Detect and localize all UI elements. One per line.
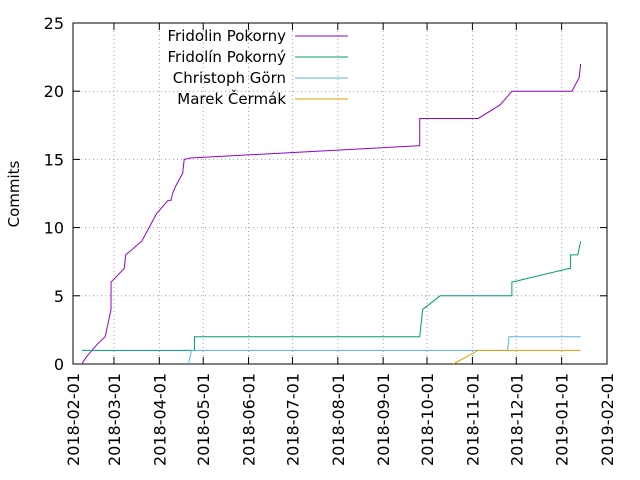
x-tick-label: 2018-05-01 bbox=[194, 373, 213, 466]
legend-label: Fridolín Pokorný bbox=[168, 48, 287, 66]
x-tick-label: 2019-02-01 bbox=[598, 373, 617, 466]
y-axis-title: Commits bbox=[5, 160, 23, 227]
legend-label: Fridolin Pokorny bbox=[168, 27, 287, 45]
x-tick-label: 2018-02-01 bbox=[64, 373, 83, 466]
legend: Fridolin Pokorny Fridolín Pokorný Christop… bbox=[168, 27, 348, 108]
grid-lines bbox=[73, 23, 607, 364]
plot-frame bbox=[72, 22, 608, 365]
y-tick-label: 0 bbox=[54, 355, 64, 374]
x-tick-label: 2018-07-01 bbox=[283, 373, 302, 466]
x-tick-label: 2018-09-01 bbox=[374, 373, 393, 466]
series-line-3 bbox=[453, 349, 581, 365]
series-line-1 bbox=[81, 241, 582, 351]
legend-label: Christoph Görn bbox=[173, 69, 286, 87]
x-tick-label: 2019-01-01 bbox=[553, 373, 572, 466]
y-tick-label: 5 bbox=[54, 287, 64, 306]
series-lines bbox=[81, 63, 582, 365]
y-tick-label: 15 bbox=[44, 150, 64, 169]
y-tick-label: 25 bbox=[44, 14, 64, 33]
x-tick-label: 2018-03-01 bbox=[105, 373, 124, 466]
y-tick-label: 10 bbox=[44, 219, 64, 238]
y-tick-label: 20 bbox=[44, 82, 64, 101]
x-tick-label: 2018-06-01 bbox=[240, 373, 259, 466]
legend-label: Marek Čermák bbox=[177, 89, 286, 108]
x-tick-label: 2018-04-01 bbox=[150, 373, 169, 466]
series-line-0 bbox=[81, 63, 582, 365]
x-tick-label: 2018-12-01 bbox=[507, 373, 526, 466]
axes: 0 5 10 15 20 25 2018-02-01 2018-03-01 2018-04-01… bbox=[44, 14, 617, 466]
x-tick-label: 2018-08-01 bbox=[329, 373, 348, 466]
x-tick-label: 2018-11-01 bbox=[463, 373, 482, 466]
x-tick-label: 2018-10-01 bbox=[418, 373, 437, 466]
